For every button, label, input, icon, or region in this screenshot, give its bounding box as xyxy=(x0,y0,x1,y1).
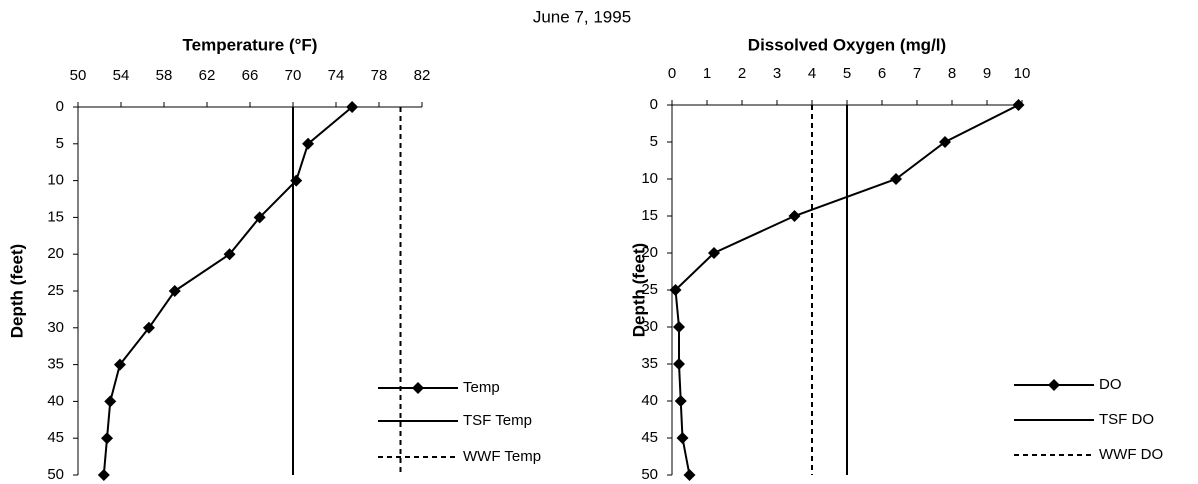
x-tick-label: 54 xyxy=(113,67,130,84)
x-tick-label: 82 xyxy=(414,67,431,84)
x-tick-label: 2 xyxy=(738,65,746,82)
x-tick-label: 1 xyxy=(703,65,711,82)
chart-title: Dissolved Oxygen (mg/l) xyxy=(748,35,946,54)
y-axis-label: Depth (feet) xyxy=(629,243,648,337)
x-tick-label: 50 xyxy=(70,67,87,84)
legend-label: Temp xyxy=(463,379,500,396)
legend-label: TSF Temp xyxy=(463,412,532,429)
y-tick-label: 50 xyxy=(47,466,64,483)
legend-label: WWF DO xyxy=(1099,446,1163,463)
y-tick-label: 35 xyxy=(47,356,64,373)
x-tick-label: 7 xyxy=(913,65,921,82)
data-point xyxy=(97,469,110,481)
y-tick-label: 30 xyxy=(641,318,658,335)
y-axis-label: Depth (feet) xyxy=(7,244,26,338)
x-tick-label: 0 xyxy=(668,65,676,82)
data-point xyxy=(669,284,682,296)
y-tick-label: 25 xyxy=(47,282,64,299)
y-tick-label: 50 xyxy=(641,466,658,483)
y-tick-label: 20 xyxy=(641,244,658,261)
legend-marker xyxy=(412,382,424,394)
data-point xyxy=(168,285,181,297)
data-point xyxy=(290,174,303,187)
y-tick-label: 45 xyxy=(641,429,658,446)
y-tick-label: 5 xyxy=(650,133,658,150)
data-point xyxy=(673,321,685,333)
y-tick-label: 0 xyxy=(56,98,64,115)
x-tick-label: 58 xyxy=(156,67,173,84)
x-tick-label: 70 xyxy=(285,67,302,84)
data-point xyxy=(253,211,266,224)
data-point xyxy=(346,101,359,113)
x-tick-label: 62 xyxy=(199,67,216,84)
y-tick-label: 15 xyxy=(47,208,64,225)
data-point xyxy=(939,136,951,148)
data-point xyxy=(708,247,720,259)
y-tick-label: 35 xyxy=(641,355,658,372)
chart-title: Temperature (°F) xyxy=(183,35,318,54)
data-point xyxy=(104,395,117,408)
figure-title: June 7, 1995 xyxy=(533,7,631,26)
x-tick-label: 3 xyxy=(773,65,781,82)
y-tick-label: 0 xyxy=(650,96,658,113)
y-tick-label: 40 xyxy=(641,392,658,409)
x-tick-label: 74 xyxy=(328,67,345,84)
legend-marker xyxy=(1048,379,1060,391)
data-point xyxy=(302,137,315,150)
y-tick-label: 20 xyxy=(47,245,64,262)
x-tick-label: 8 xyxy=(948,65,956,82)
data-point xyxy=(890,173,902,185)
data-point xyxy=(142,321,155,334)
series-line xyxy=(102,106,353,476)
legend-label: DO xyxy=(1099,376,1122,393)
data-point xyxy=(674,395,687,407)
data-point xyxy=(223,248,236,261)
data-point xyxy=(673,358,685,370)
y-tick-label: 25 xyxy=(641,281,658,298)
data-point xyxy=(683,469,696,481)
y-tick-label: 45 xyxy=(47,429,64,446)
x-tick-label: 4 xyxy=(808,65,816,82)
legend-label: TSF DO xyxy=(1099,411,1154,428)
data-point xyxy=(788,210,801,222)
y-tick-label: 10 xyxy=(47,172,64,189)
y-tick-label: 30 xyxy=(47,319,64,336)
data-point xyxy=(101,432,114,445)
x-tick-label: 5 xyxy=(843,65,851,82)
y-tick-label: 15 xyxy=(641,207,658,224)
x-tick-label: 9 xyxy=(983,65,991,82)
x-tick-label: 6 xyxy=(878,65,886,82)
y-tick-label: 5 xyxy=(56,135,64,152)
legend-label: WWF Temp xyxy=(463,448,541,465)
y-tick-label: 10 xyxy=(641,170,658,187)
x-tick-label: 78 xyxy=(371,67,388,84)
data-point xyxy=(113,358,126,371)
data-point xyxy=(1012,99,1025,111)
y-tick-label: 40 xyxy=(47,392,64,409)
x-tick-label: 10 xyxy=(1014,65,1031,82)
x-tick-label: 66 xyxy=(242,67,259,84)
data-point xyxy=(676,432,689,444)
